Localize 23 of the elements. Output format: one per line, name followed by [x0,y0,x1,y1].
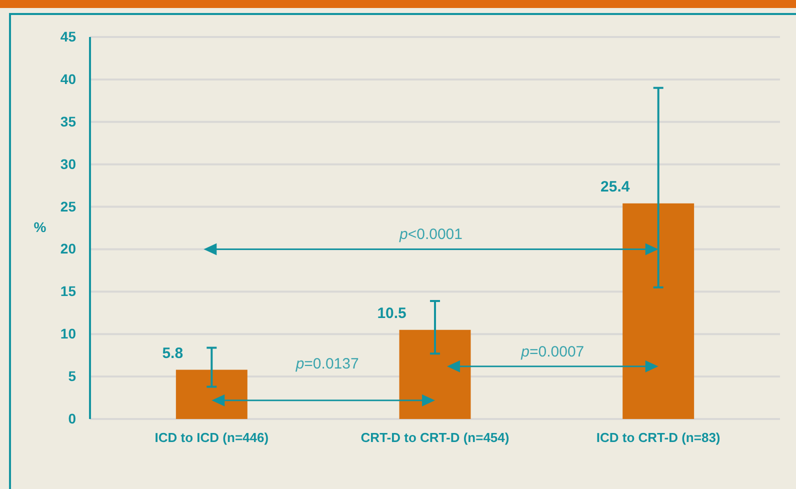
y-tick-label: 10 [60,326,76,342]
x-tick-label: CRT-D to CRT-D (n=454) [360,430,510,446]
y-tick-label: 35 [60,113,76,130]
annotation: p=0.0007 [520,343,584,360]
y-tick-label: 20 [60,240,76,257]
y-tick-label: 40 [60,70,76,87]
y-tick-label: 0 [68,410,76,426]
x-tick-label: ICD to ICD (n=446) [154,430,269,446]
y-axis-title: % [34,219,47,235]
bar [176,370,248,419]
annotation: p<0.0001 [398,226,462,244]
bar [399,330,471,419]
x-tick-label: ICD to CRT-D (n=83) [596,430,720,446]
data-label: 5.8 [162,344,184,362]
data-label: 10.5 [377,304,406,322]
data-label: 25.4 [600,178,630,196]
y-tick-label: 15 [60,283,76,300]
y-tick-label: 45 [60,28,76,44]
y-tick-label: 25 [60,198,76,214]
y-tick-label: 30 [60,156,76,172]
annotation: p=0.0137 [294,355,359,372]
bar [622,203,694,419]
y-tick-label: 5 [68,368,76,384]
